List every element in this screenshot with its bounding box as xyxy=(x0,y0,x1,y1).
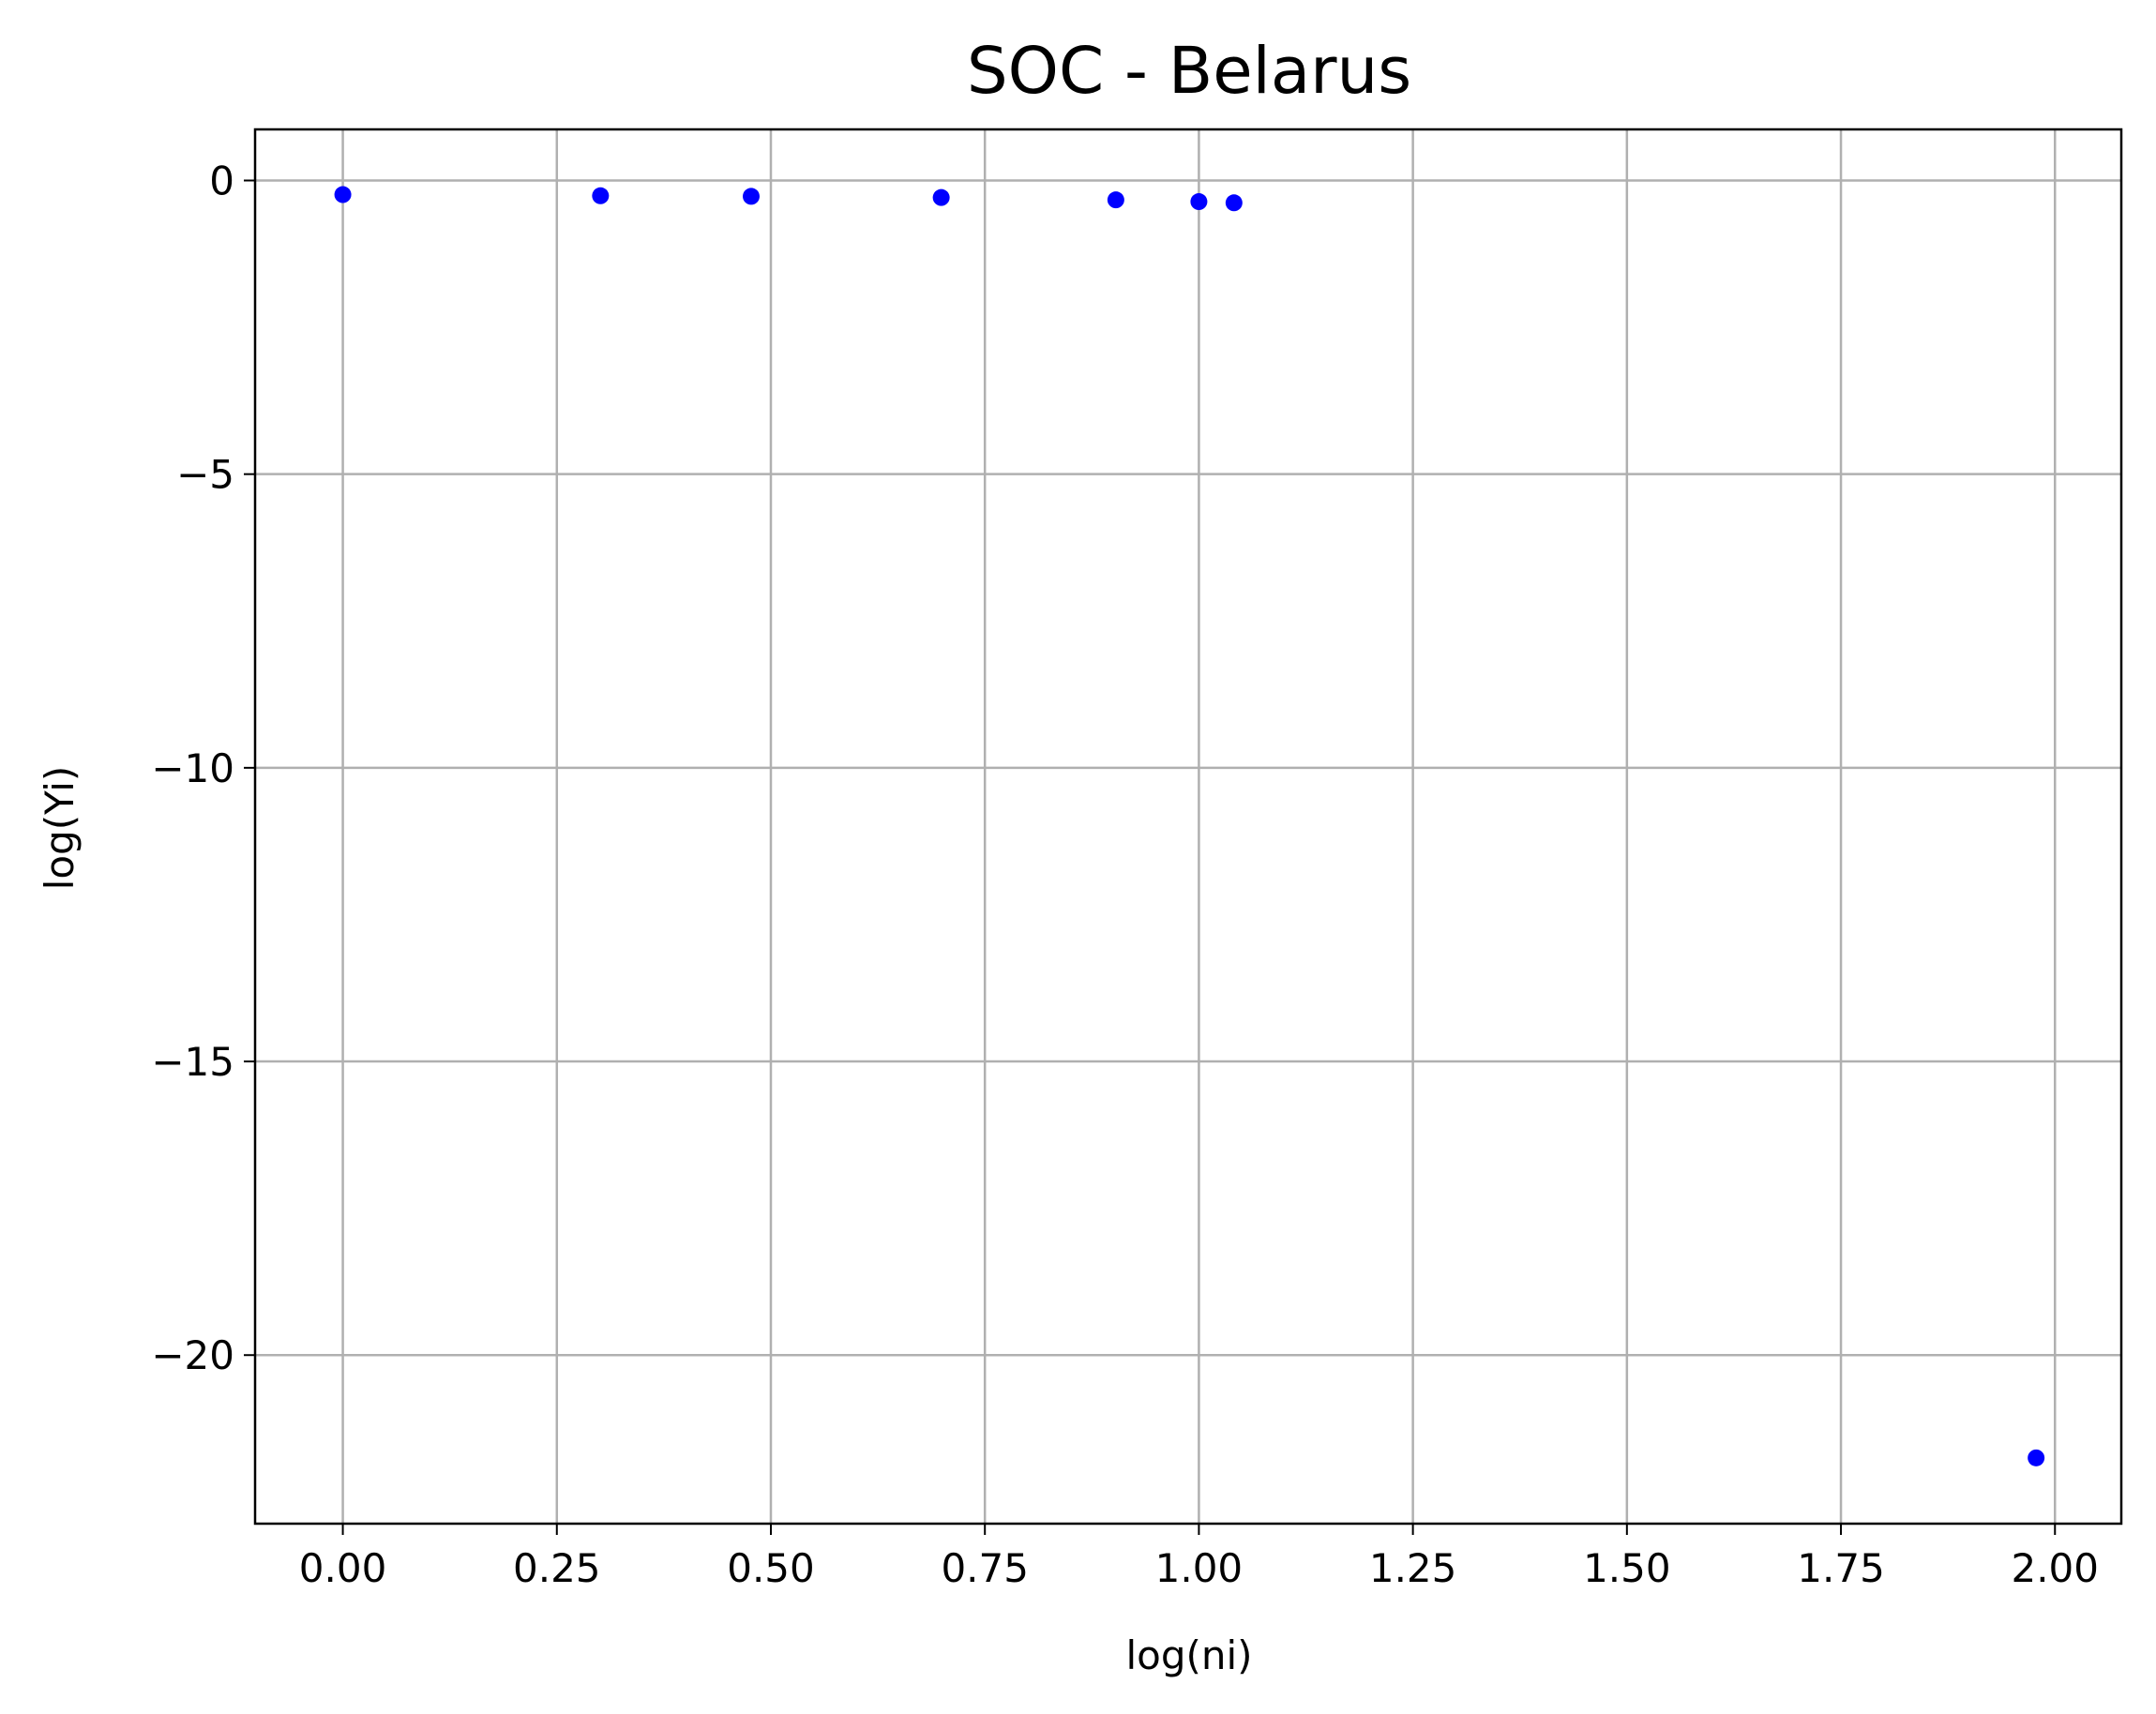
y-tick-label: −15 xyxy=(151,1039,234,1085)
data-point xyxy=(592,187,610,204)
plot-frame xyxy=(253,128,2123,1526)
y-tick-label: −20 xyxy=(151,1332,234,1378)
data-point xyxy=(334,186,352,203)
x-tick-label: 0.00 xyxy=(299,1545,387,1591)
x-tick-label: 0.50 xyxy=(727,1545,815,1591)
data-point xyxy=(742,188,760,205)
data-point xyxy=(932,188,950,206)
x-tick-label: 2.00 xyxy=(2011,1545,2099,1591)
x-tick-label: 1.75 xyxy=(1797,1545,1885,1591)
grid-lines xyxy=(255,129,2121,1524)
y-tick-label: 0 xyxy=(209,158,234,203)
x-tick-label: 1.00 xyxy=(1155,1545,1244,1591)
x-tick-label: 0.25 xyxy=(513,1545,601,1591)
data-points xyxy=(334,186,2045,1466)
x-tick-label: 1.50 xyxy=(1583,1545,1671,1591)
x-tick-label: 1.25 xyxy=(1369,1545,1457,1591)
y-tick-label: −5 xyxy=(176,452,234,498)
axis-ticks: 0.00 0.25 0.50 0.75 1.00 1.25 1.50 1.75 2.00 0 −5 −… xyxy=(151,158,2099,1591)
x-axis-label: log(ni) xyxy=(1125,1632,1252,1678)
x-tick-label: 0.75 xyxy=(941,1545,1029,1591)
data-point xyxy=(1225,194,1243,212)
data-point xyxy=(2028,1449,2045,1466)
data-point xyxy=(1190,193,1208,211)
chart-title: SOC - Belarus xyxy=(967,34,1411,109)
data-point xyxy=(1107,191,1124,209)
y-axis-label: log(Yi) xyxy=(37,766,83,891)
y-tick-label: −10 xyxy=(151,745,234,791)
